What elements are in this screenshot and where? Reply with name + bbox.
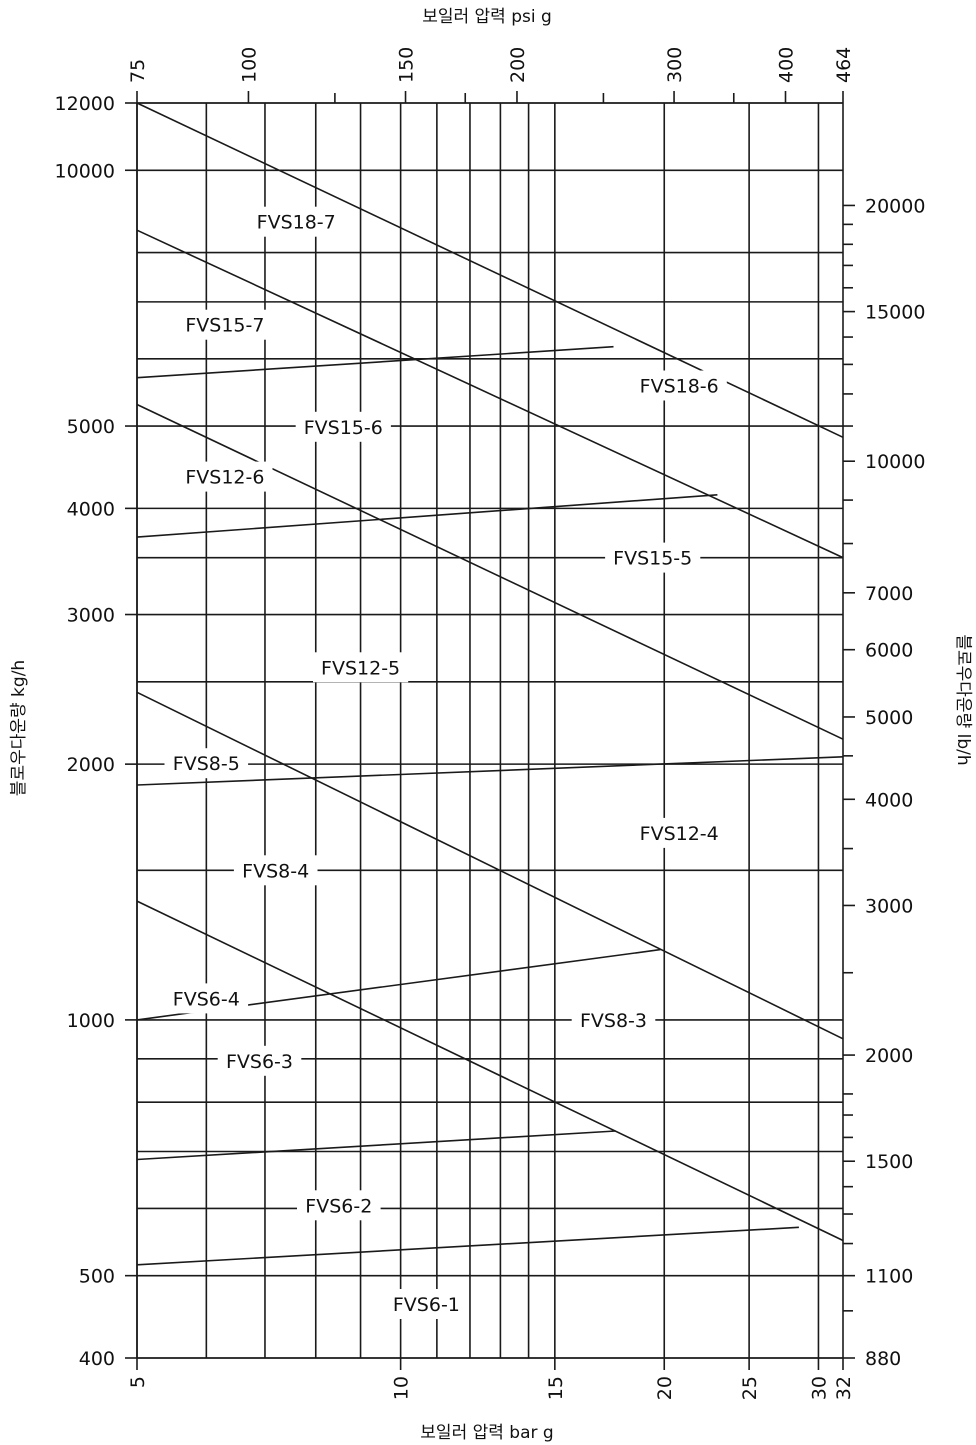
series-line	[136, 1130, 616, 1161]
top-tick-label: 75	[127, 59, 149, 83]
series-line	[136, 229, 844, 559]
top-tick-label: 464	[833, 47, 855, 83]
series-label-bg	[313, 652, 409, 683]
y-right-axis-title: 블로우다운량 lb/h	[953, 634, 973, 765]
series-line	[136, 691, 844, 1040]
top-tick-label: 300	[664, 47, 686, 83]
series-line	[136, 345, 614, 379]
left-tick-label: 2000	[67, 754, 115, 776]
series-line	[136, 494, 718, 538]
series-label: FVS18-6	[640, 376, 719, 398]
series-line	[136, 756, 844, 786]
series-lines	[136, 102, 844, 1266]
right-tick-label: 6000	[865, 640, 913, 662]
series-label-bg	[164, 748, 249, 779]
right-tick-label: 880	[865, 1348, 901, 1370]
series-label-bg	[631, 817, 727, 848]
left-tick-label: 3000	[67, 605, 115, 627]
top-tick-label: 400	[776, 47, 798, 83]
right-tick-label: 15000	[865, 302, 925, 324]
series-label-bg	[571, 1004, 656, 1035]
right-tick-label: 1100	[865, 1266, 913, 1288]
series-line	[136, 102, 844, 439]
bottom-tick-label: 15	[545, 1376, 567, 1400]
series-line	[136, 403, 844, 740]
series-label-bg	[297, 1190, 381, 1221]
top-tick-label: 150	[396, 47, 418, 83]
series-label-bg	[605, 542, 701, 573]
series-label-bg	[177, 309, 273, 340]
series-label-bg	[384, 1289, 469, 1319]
series-label: FVS18-7	[257, 212, 336, 234]
bottom-tick-label: 30	[809, 1376, 831, 1400]
series-label: FVS15-5	[613, 548, 692, 570]
series-label: FVS8-4	[242, 860, 309, 882]
series-label: FVS6-2	[305, 1195, 372, 1217]
axis-ticks	[125, 91, 855, 1370]
right-tick-label: 1500	[865, 1151, 913, 1173]
right-tick-label: 3000	[865, 895, 913, 917]
series-labels: FVS18-7 FVS15-7 FVS18-6 FVS15-6 FVS12-6 FVS15…	[164, 206, 727, 1319]
series-label-bg	[248, 206, 344, 237]
series-label: FVS6-1	[393, 1294, 460, 1316]
left-tick-label: 500	[79, 1266, 115, 1288]
tick-labels: 400 500 1000 2000 3000 4000 5000 10000 12000 880 1…	[55, 47, 926, 1400]
bottom-tick-label: 5	[127, 1376, 149, 1388]
left-tick-label: 5000	[67, 416, 115, 438]
series-label: FVS12-4	[640, 823, 719, 845]
right-tick-label: 7000	[865, 583, 913, 605]
series-label-bg	[295, 411, 391, 442]
right-tick-label: 4000	[865, 789, 913, 811]
series-label-bg	[217, 1045, 302, 1076]
top-tick-label: 100	[238, 47, 260, 83]
series-line	[136, 1226, 799, 1266]
bottom-tick-label: 20	[654, 1376, 676, 1400]
left-tick-label: 1000	[67, 1010, 115, 1032]
series-label-bg	[177, 461, 273, 492]
x-top-axis-title: 보일러 압력 psi g	[422, 7, 552, 27]
bottom-tick-label: 10	[391, 1376, 413, 1400]
bottom-tick-label: 32	[833, 1376, 855, 1400]
left-tick-label: 400	[79, 1348, 115, 1370]
right-tick-label: 2000	[865, 1045, 913, 1067]
bottom-tick-label: 25	[739, 1376, 761, 1400]
series-label: FVS15-6	[304, 417, 383, 439]
plot-frame	[136, 102, 844, 1359]
right-tick-label: 10000	[865, 451, 925, 473]
series-label: FVS12-5	[321, 657, 400, 679]
y-left-axis-title: 블로우다운량 kg/h	[9, 660, 29, 796]
series-label: FVS8-5	[173, 753, 240, 775]
left-tick-label: 4000	[67, 498, 115, 520]
right-tick-label: 5000	[865, 707, 913, 729]
grid-lines	[136, 102, 843, 1359]
left-tick-label: 10000	[55, 160, 115, 182]
series-line	[136, 900, 844, 1242]
series-label: FVS15-7	[185, 315, 264, 337]
series-label: FVS8-3	[580, 1010, 647, 1032]
series-label-bg	[233, 855, 318, 886]
series-label-bg	[631, 370, 727, 401]
left-tick-label: 12000	[55, 93, 115, 115]
series-label: FVS6-4	[173, 988, 240, 1010]
right-tick-label: 20000	[865, 195, 925, 217]
top-tick-label: 200	[507, 47, 529, 83]
x-bottom-axis-title: 보일러 압력 bar g	[420, 1423, 553, 1443]
series-label: FVS12-6	[185, 467, 264, 489]
series-label: FVS6-3	[226, 1051, 293, 1073]
series-label-bg	[164, 983, 249, 1014]
